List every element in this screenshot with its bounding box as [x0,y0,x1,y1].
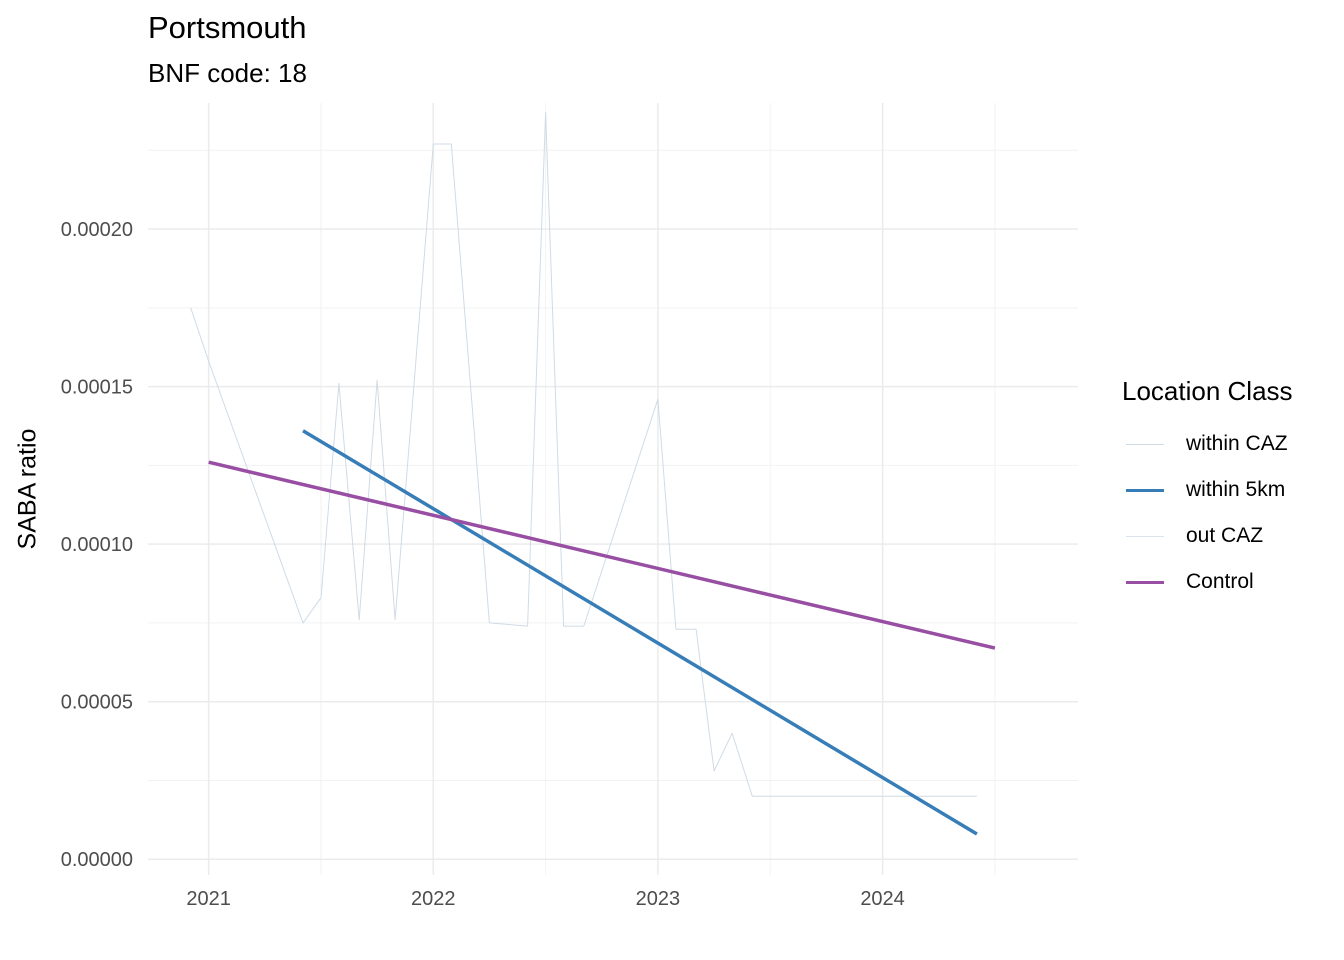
x-tick-label: 2022 [411,888,456,910]
legend-label: within CAZ [1186,432,1288,455]
legend-item-within-caz: within CAZ [1122,421,1293,467]
legend-label: out CAZ [1186,524,1264,547]
grid [148,103,1078,875]
series-line-within-caz [190,112,977,797]
legend-items: within CAZ within 5km out CAZ Control [1122,421,1293,605]
legend-key-line [1126,443,1164,445]
legend-label: Control [1186,570,1254,593]
legend-key-line [1126,580,1164,584]
x-tick-label: 2024 [860,888,905,910]
legend-item-out-caz: out CAZ [1122,513,1293,559]
legend-item-control: Control [1122,559,1293,605]
legend-title: Location Class [1122,376,1293,406]
chart-subtitle: BNF code: 18 [148,58,307,88]
y-tick-label: 0.00015 [61,377,133,399]
y-tick-label: 0.00000 [61,849,133,871]
y-tick-label: 0.00010 [61,534,133,556]
series-line-within-5km [302,429,978,836]
axis-ticks: 0.00000 0.00005 0.00010 0.00015 0.00020 2021 2… [61,219,905,910]
legend-key-line [1126,535,1164,537]
legend-key-line [1126,488,1164,492]
series-line-control [208,460,996,650]
chart-title: Portsmouth [148,10,307,45]
legend-label: within 5km [1186,478,1286,501]
legend-item-within-5km: within 5km [1122,467,1293,513]
x-tick-label: 2023 [636,888,681,910]
y-tick-label: 0.00005 [61,692,133,714]
series-lines [190,112,996,836]
legend: Location Class within CAZ within 5km out C… [1122,376,1293,605]
y-tick-label: 0.00020 [61,219,133,241]
x-tick-label: 2021 [186,888,231,910]
